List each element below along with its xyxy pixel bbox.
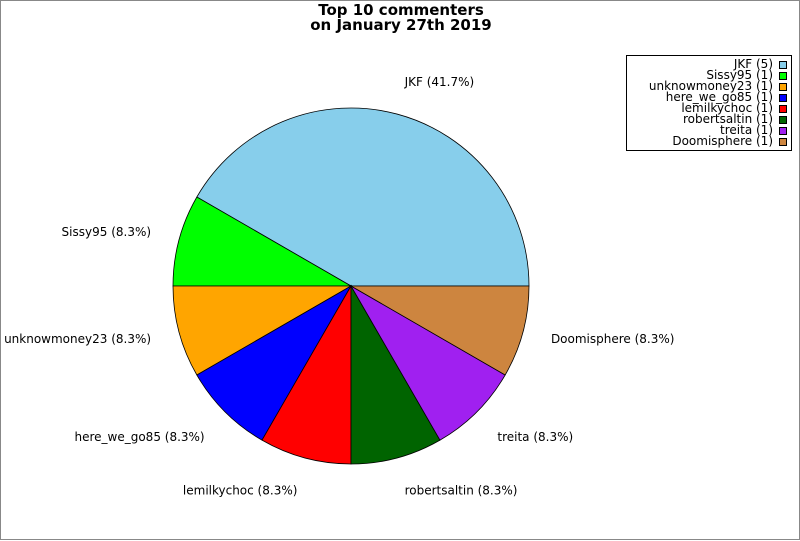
legend: JKF (5) Sissy95 (1) unknowmoney23 (1) here_… — [626, 55, 792, 151]
chart-title-line-2: on January 27th 2019 — [310, 16, 492, 34]
legend-entry-jkf: JKF (5) — [627, 57, 787, 71]
pie-slice-treita — [349, 284, 506, 441]
legend-label: here_we_go85 (1) — [665, 90, 773, 104]
legend-label: robertsaltin (1) — [682, 112, 773, 126]
legend-entry-sissy95: Sissy95 (1) — [627, 68, 787, 82]
legend-swatch — [779, 104, 787, 113]
legend-label: JKF (5) — [733, 57, 773, 71]
legend-entry-unknowmoney23: unknowmoney23 (1) — [627, 79, 787, 93]
legend-entry-treita: treita (1) — [627, 123, 787, 137]
legend-entry-lemilkychoc: lemilkychoc (1) — [627, 101, 787, 115]
slice-label-here-we-go85: here_we_go85 (8.3%) — [74, 430, 204, 444]
pie-slice-here-we-go85 — [196, 284, 353, 441]
slice-label-treita: treita (8.3%) — [497, 430, 573, 444]
slice-label-lemilkychoc: lemilkychoc (8.3%) — [183, 484, 298, 498]
legend-swatch — [779, 82, 787, 91]
chart-title-line-1: Top 10 commenters — [318, 1, 484, 19]
legend-entry-robertsaltin: robertsaltin (1) — [627, 112, 787, 126]
legend-entry-here-we-go85: here_we_go85 (1) — [627, 90, 787, 104]
pie-slice-unknowmoney23 — [172, 285, 353, 376]
legend-swatch — [779, 126, 787, 135]
legend-swatch — [779, 93, 787, 102]
slice-label-sissy95: Sissy95 (8.3%) — [62, 225, 152, 239]
legend-swatch — [779, 60, 787, 69]
pie-slice-lemilkychoc — [261, 284, 352, 465]
slice-label-doomisphere: Doomisphere (8.3%) — [551, 332, 675, 346]
pie-slice-doomisphere — [349, 285, 530, 376]
pie-slice-robertsaltin — [350, 284, 441, 465]
chart-title: Top 10 commenters on January 27th 2019 — [1, 3, 800, 33]
legend-label: treita (1) — [720, 123, 773, 137]
slice-label-unknowmoney23: unknowmoney23 (8.3%) — [4, 332, 151, 346]
legend-label: unknowmoney23 (1) — [648, 79, 773, 93]
pie-slice-jkf — [196, 107, 530, 287]
slice-label-jkf: JKF (41.7%) — [404, 75, 475, 89]
legend-label: lemilkychoc (1) — [681, 101, 773, 115]
legend-swatch — [779, 137, 787, 146]
legend-swatch — [779, 115, 787, 124]
legend-entry-doomisphere: Doomisphere (1) — [627, 134, 787, 148]
pie-slice-sissy95 — [172, 196, 353, 287]
slice-label-robertsaltin: robertsaltin (8.3%) — [405, 484, 518, 498]
legend-swatch — [779, 71, 787, 80]
legend-label: Sissy95 (1) — [706, 68, 773, 82]
legend-label: Doomisphere (1) — [672, 134, 773, 148]
